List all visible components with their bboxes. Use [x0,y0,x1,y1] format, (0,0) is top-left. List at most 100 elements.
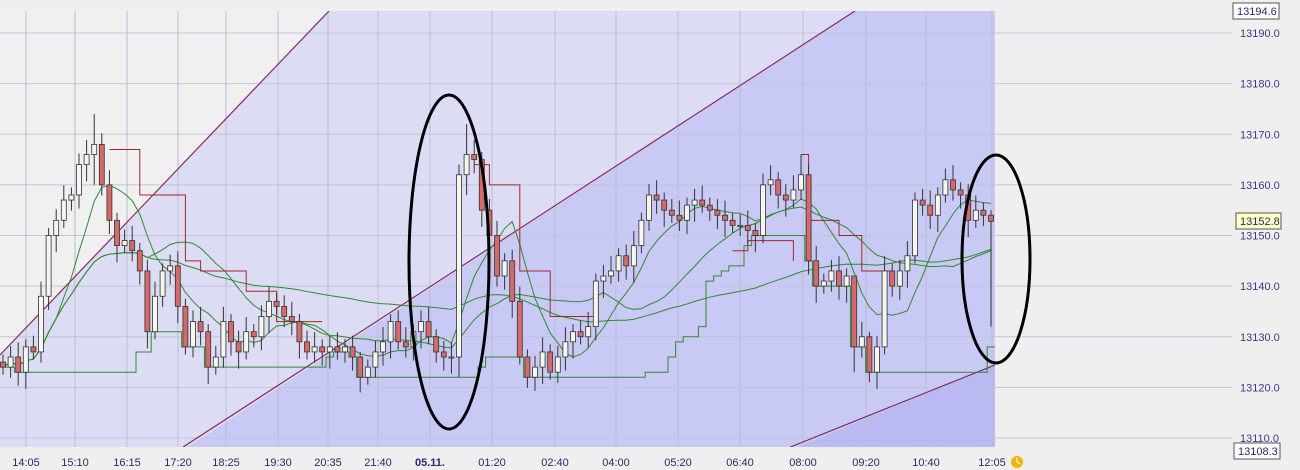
candle-body [425,321,432,338]
annotation-ellipse-last [960,153,1032,365]
candle-body [364,366,371,378]
x-tick-label: 18:25 [212,457,240,469]
candle-body [387,321,394,343]
price-label-top: 13194.6 [1232,2,1280,20]
candle-body [258,316,265,338]
candle-body [205,331,212,368]
candle-body [326,346,333,353]
candle-body [395,321,402,343]
candle-body [357,356,364,378]
candle-body [874,346,880,373]
candle-body [858,336,865,348]
candle-body [562,341,569,358]
candle-body [296,321,303,343]
candle-body [402,341,409,348]
x-tick-label: 05:20 [664,457,692,469]
candle-body [585,326,592,338]
x-tick-label: 10:40 [912,457,940,469]
candle-body [98,143,105,186]
candle-body [608,270,614,277]
candle-body [91,143,98,155]
candle-body [729,219,736,226]
price-label-last-text: 13152.8 [1240,216,1280,228]
candle-body [980,209,987,216]
candle-body [243,331,250,353]
candle-body [433,336,440,353]
candle-body [440,351,447,358]
candle-body [0,361,6,368]
channel-line [182,11,856,447]
candle-body [737,224,744,227]
candle-body [676,214,683,221]
candle-body [60,199,67,221]
x-tick-label: 09:20 [852,457,880,469]
clock-icon[interactable] [1011,456,1023,468]
candle-body [813,260,820,287]
candles [0,114,994,393]
candle-body [851,275,858,348]
candle-body [836,270,842,287]
candle-body [114,219,120,247]
candle-body [782,194,789,201]
candle-body [919,199,926,206]
x-tick-label: 21:40 [364,457,392,469]
candle-body [638,219,645,247]
price-axis[interactable]: 13190.0 13180.0 13170.0 13160.0 13150.0 13140… [1240,28,1280,445]
candle-body [250,331,257,338]
candle-body [623,255,630,267]
candle-body [912,199,918,257]
trailing-stop-line [109,148,323,323]
candle-body [592,280,599,328]
candle-body [722,214,728,221]
y-tick-label: 13120.0 [1240,382,1280,394]
x-tick-label: 05.11. [415,457,445,469]
candle-body [615,255,622,272]
candle-body [129,240,136,252]
candle-body [744,224,751,231]
candle-body [38,295,44,353]
x-tick-label: 14:05 [12,457,40,469]
candle-body [547,351,554,373]
candle-body [760,184,766,236]
x-tick-label: 17:20 [164,457,192,469]
channel-band-middle [0,11,995,447]
candle-body [83,154,90,166]
candle-body [418,321,424,333]
x-tick-label: 12:05 [978,457,1006,469]
channel-line [0,11,330,356]
y-tick-label: 13190.0 [1240,28,1280,40]
x-tick-label: 04:00 [602,457,630,469]
candle-body [570,331,576,343]
candle-body [767,179,774,186]
candle-body [691,199,698,206]
x-tick-label: 01:20 [478,457,506,469]
candle-body [805,174,812,262]
candle-body [235,341,242,353]
candle-body [22,346,29,373]
candle-body [653,194,660,201]
candle-body [349,346,356,358]
candle-body [106,184,113,221]
annotation-ellipses [407,93,1032,431]
candle-body [159,270,166,297]
candle-body [311,346,318,353]
regression-channel-lines [0,11,995,447]
candle-body [577,331,584,338]
candle-body [228,321,234,343]
moving-average-line [2,206,992,368]
candle-body [866,336,873,373]
x-tick-label: 06:40 [726,457,754,469]
candle-body [494,235,500,277]
candle-body [988,214,994,222]
candle-body [684,204,690,221]
candle-body [197,321,204,333]
candle-body [121,240,128,247]
x-tick-label: 19:30 [264,457,292,469]
time-axis[interactable]: 14:05 15:10 16:15 17:20 18:25 19:30 20:35 21:40… [12,457,1006,469]
grid-lines [0,11,1232,447]
candle-body [775,179,782,196]
annotation-ellipse-spike [407,93,491,431]
candle-body [463,154,470,176]
candle-body [334,346,341,353]
